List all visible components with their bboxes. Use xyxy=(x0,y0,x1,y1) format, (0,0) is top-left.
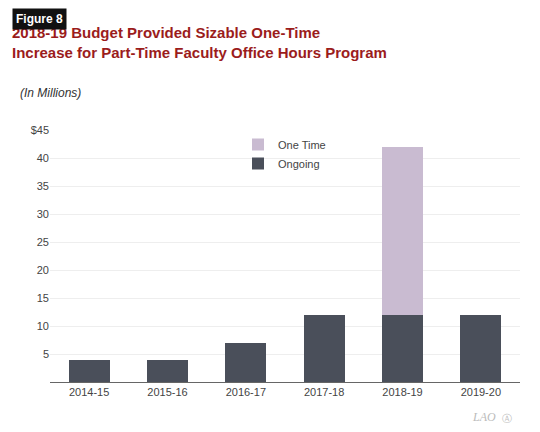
svg-text:2018-19: 2018-19 xyxy=(382,386,422,398)
svg-text:2015-16: 2015-16 xyxy=(147,386,187,398)
svg-text:40: 40 xyxy=(37,152,49,164)
svg-text:2018-19 Budget Provided Sizabl: 2018-19 Budget Provided Sizable One-Time… xyxy=(12,24,387,61)
svg-text:Figure 8: Figure 8 xyxy=(16,12,63,26)
svg-text:2014-15: 2014-15 xyxy=(69,386,109,398)
svg-text:5: 5 xyxy=(43,348,49,360)
svg-text:25: 25 xyxy=(37,236,49,248)
svg-text:Ⓐ: Ⓐ xyxy=(502,413,512,424)
svg-text:Ongoing: Ongoing xyxy=(278,158,320,170)
svg-text:2016-17: 2016-17 xyxy=(226,386,266,398)
svg-text:10: 10 xyxy=(37,320,49,332)
svg-text:One Time: One Time xyxy=(278,139,326,151)
svg-text:2017-18: 2017-18 xyxy=(304,386,344,398)
svg-text:20: 20 xyxy=(37,264,49,276)
svg-text:30: 30 xyxy=(37,208,49,220)
svg-text:LAO: LAO xyxy=(472,410,496,424)
svg-text:$45: $45 xyxy=(31,124,49,136)
svg-text:2019-20: 2019-20 xyxy=(461,386,501,398)
svg-text:35: 35 xyxy=(37,180,49,192)
svg-text:15: 15 xyxy=(37,292,49,304)
svg-text:(In Millions): (In Millions) xyxy=(20,86,81,100)
